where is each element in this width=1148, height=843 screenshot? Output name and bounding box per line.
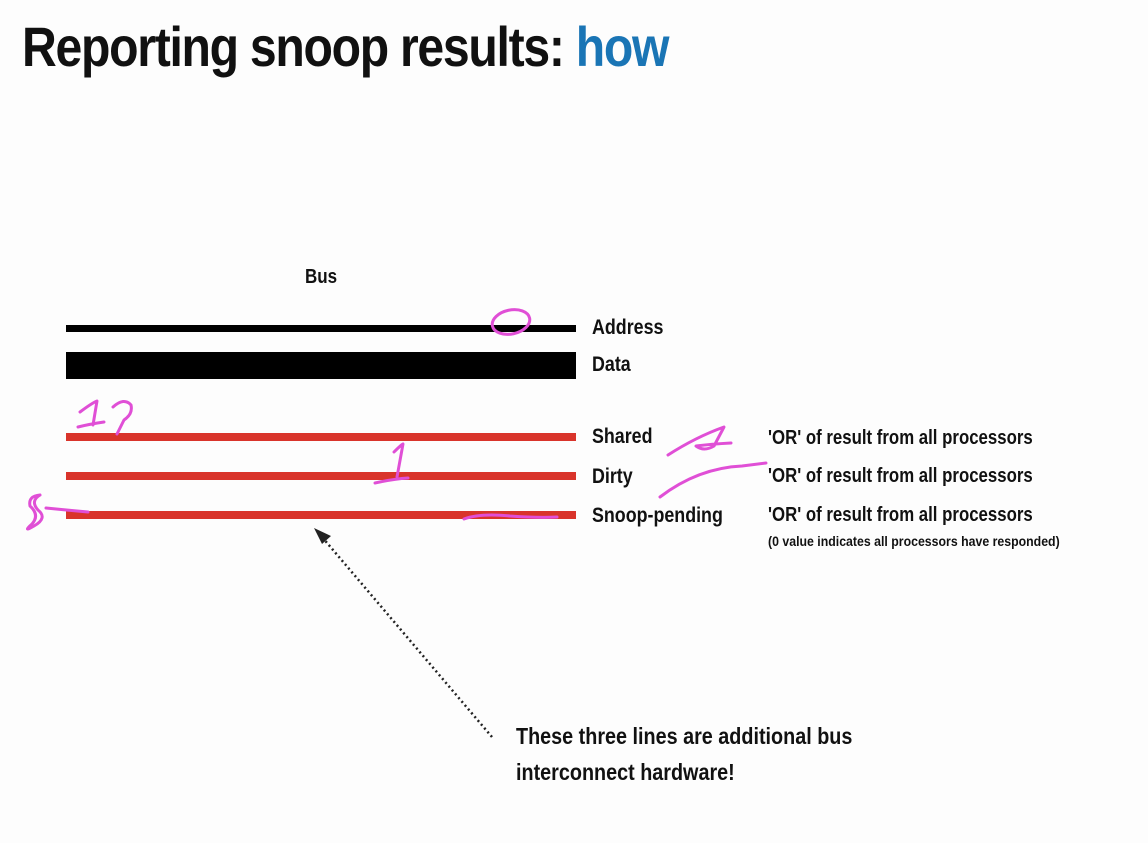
ink-underline-mark bbox=[462, 513, 559, 521]
shared-description: 'OR' of result from all processors bbox=[768, 427, 1033, 449]
shared-line bbox=[66, 433, 576, 441]
ink-check-mark-shared bbox=[666, 425, 733, 457]
signal-label-dirty: Dirty bbox=[592, 465, 633, 488]
address-line bbox=[66, 325, 576, 332]
pointer-arrow-line bbox=[321, 536, 493, 738]
dirty-line bbox=[66, 472, 576, 480]
ink-eight-mark bbox=[26, 493, 90, 531]
slide-title: Reporting snoop results: how bbox=[22, 14, 670, 79]
caption-line-2: interconnect hardware! bbox=[516, 759, 735, 785]
ink-one-mark bbox=[76, 399, 106, 429]
signal-label-address: Address bbox=[592, 316, 664, 339]
title-accent: how bbox=[575, 15, 670, 78]
ink-check-mark-dirty bbox=[658, 461, 768, 499]
snoop-pending-description: 'OR' of result from all processors bbox=[768, 504, 1033, 526]
caption-line-1: These three lines are additional bus bbox=[516, 723, 853, 749]
ink-question-mark bbox=[111, 400, 133, 436]
dirty-description: 'OR' of result from all processors bbox=[768, 465, 1033, 487]
signal-label-shared: Shared bbox=[592, 425, 653, 448]
title-main: Reporting snoop results: bbox=[22, 15, 565, 78]
pointer-arrowhead bbox=[314, 528, 331, 544]
ink-circle-mark bbox=[490, 308, 532, 336]
data-line bbox=[66, 352, 576, 379]
snoop-pending-line bbox=[66, 511, 576, 519]
signal-label-snoop-pending: Snoop-pending bbox=[592, 504, 723, 527]
signal-label-data: Data bbox=[592, 353, 631, 376]
hardware-caption: These three lines are additional bus int… bbox=[516, 718, 852, 790]
bus-label: Bus bbox=[305, 266, 338, 288]
ink-one-mark-dirty bbox=[373, 442, 410, 485]
snoop-pending-note: (0 value indicates all processors have r… bbox=[768, 533, 1060, 549]
